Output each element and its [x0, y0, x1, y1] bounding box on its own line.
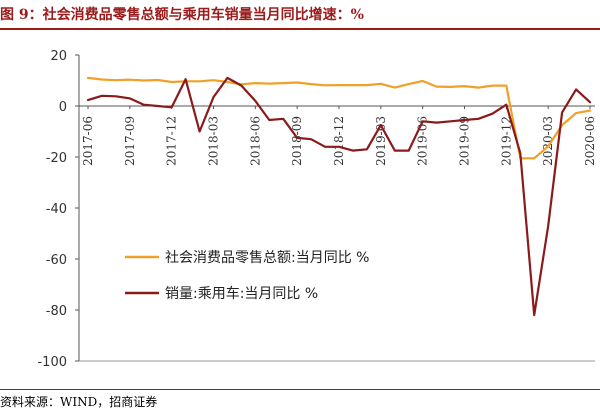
chart-series [86, 76, 592, 317]
x-tick-label: 2019-03 [374, 116, 388, 166]
source-note: 资料来源：WIND，招商证券 [0, 395, 158, 409]
x-tick-labels: 2017-06 2017-09 2017-12 2018-03 2018-06 2018-… [81, 106, 597, 166]
x-tick-label: 2018-09 [290, 116, 304, 166]
x-tick-label: 2020-03 [541, 116, 555, 166]
x-tick-label: 2017-06 [81, 116, 95, 166]
figure-title: 图 9：社会消费品零售总额与乘用车销量当月同比增速：% [0, 7, 364, 23]
legend-label: 销量:乘用车:当月同比 % [165, 285, 318, 302]
chart-axes [78, 55, 595, 362]
car-sales-series-line [86, 76, 592, 317]
y-tick-label: -40 [46, 202, 67, 217]
y-tick-label: -60 [46, 253, 67, 268]
x-tick-label: 2019-12 [499, 116, 513, 166]
legend-label: 社会消费品零售总额:当月同比 % [165, 250, 369, 266]
retail-sales-series-line [86, 76, 592, 160]
x-tick-label: 2017-12 [165, 116, 179, 166]
y-tick-label: 20 [50, 49, 67, 64]
x-tick-label: 2018-03 [207, 116, 221, 166]
x-tick-label: 2018-06 [248, 116, 262, 166]
y-tick-label: 0 [59, 100, 67, 115]
x-tick-label: 2017-09 [123, 116, 137, 166]
title-rule [0, 28, 600, 30]
y-tick-label: -80 [46, 304, 67, 319]
x-tick-label: 2018-12 [332, 116, 346, 166]
source-rule [0, 389, 600, 390]
y-tick-label: -100 [37, 355, 67, 370]
chart-legend: 社会消费品零售总额:当月同比 % 销量:乘用车:当月同比 % [125, 250, 369, 302]
y-tick-labels: 20 0 -20 -40 -60 -80 -100 [37, 49, 79, 370]
y-tick-label: -20 [46, 151, 67, 166]
x-tick-label: 2020-06 [583, 116, 597, 166]
x-tick-label: 2019-09 [458, 116, 472, 166]
